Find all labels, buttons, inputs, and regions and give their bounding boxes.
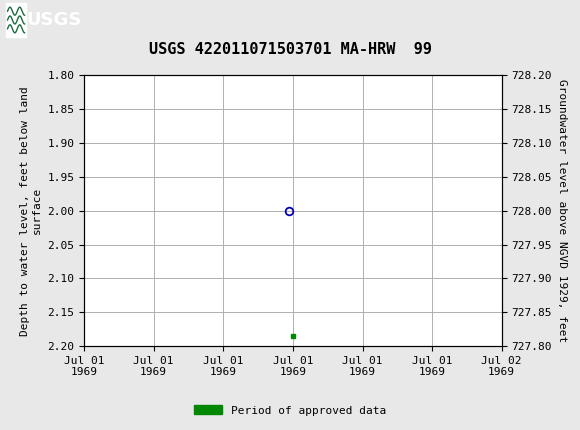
Y-axis label: Depth to water level, feet below land
surface: Depth to water level, feet below land su… xyxy=(20,86,42,335)
Text: USGS: USGS xyxy=(27,11,82,29)
Y-axis label: Groundwater level above NGVD 1929, feet: Groundwater level above NGVD 1929, feet xyxy=(557,79,567,342)
Text: USGS 422011071503701 MA-HRW  99: USGS 422011071503701 MA-HRW 99 xyxy=(148,42,432,57)
Bar xyxy=(6,3,26,37)
Legend: Period of approved data: Period of approved data xyxy=(190,401,390,420)
